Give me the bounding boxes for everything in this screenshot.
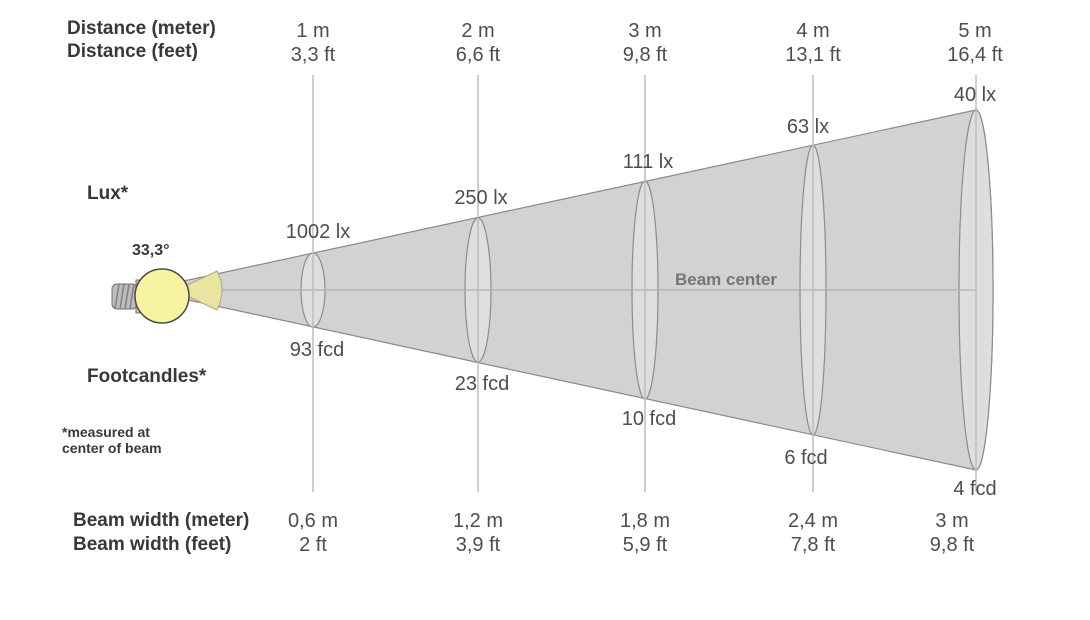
distance-meter-label: Distance (meter) [67,18,216,39]
distance-m-value: 1 m [296,20,330,42]
distance-ft-value: 9,8 ft [622,44,668,66]
lux-value-2m: 250 lx [454,187,508,209]
fcd-value-3m: 10 fcd [621,408,677,430]
footnote-line2: center of beam [62,440,162,456]
lux-value-1m: 1002 lx [285,221,351,243]
fcd-value-1m: 93 fcd [289,339,345,361]
distance-ft-value: 13,1 ft [785,44,841,66]
measurement-footnote: *measured at center of beam [62,424,162,456]
beam-width-cell-4m: 2,4 m 7,8 ft [788,509,838,557]
screw-thread [114,283,120,310]
screw-thread [129,283,135,310]
distance-m-value: 2 m [461,20,495,42]
beam-width-m-value: 2,4 m [787,510,839,532]
light-bulb-icon [111,268,190,324]
beam-width-header: Beam width (meter) Beam width (feet) [73,509,249,557]
distance-header: Distance (meter) Distance (feet) [67,17,216,63]
distance-m-value: 5 m [958,20,992,42]
beam-width-cell-1m: 0,6 m 2 ft [288,509,338,557]
beam-width-cell-3m: 1,8 m 5,9 ft [620,509,670,557]
lux-value-4m: 63 lx [786,116,830,138]
beam-width-m-value: 0,6 m [287,510,339,532]
beam-wedge [182,270,223,311]
beam-width-m-value: 3 m [935,510,969,532]
distance-ft-value: 16,4 ft [947,44,1003,66]
beam-width-m-value: 1,8 m [619,510,671,532]
lux-value-5m: 40 lx [953,84,997,106]
footcandles-axis-label: Footcandles* [87,366,207,387]
beam-width-ft-value: 2 ft [299,534,327,556]
distance-cell-2m: 2 m 6,6 ft [456,19,500,67]
distance-feet-label: Distance (feet) [67,41,198,62]
screw-thread [119,283,125,310]
beam-width-m-value: 1,2 m [452,510,504,532]
distance-cell-3m: 3 m 9,8 ft [623,19,667,67]
footnote-line1: *measured at [62,424,150,440]
beam-width-feet-label: Beam width (feet) [73,534,232,555]
distance-m-value: 3 m [628,20,662,42]
fcd-value-2m: 23 fcd [454,373,510,395]
beam-center-label: Beam center [674,270,778,289]
beam-width-cell-2m: 1,2 m 3,9 ft [453,509,503,557]
fcd-value-5m: 4 fcd [953,478,997,500]
distance-m-value: 4 m [796,20,830,42]
fcd-value-4m: 6 fcd [784,447,828,469]
screw-thread [124,283,130,310]
distance-cell-1m: 1 m 3,3 ft [291,19,335,67]
beam-width-ft-value: 5,9 ft [622,534,668,556]
lux-value-3m: 111 lx [622,151,674,173]
beam-width-ft-value: 7,8 ft [790,534,836,556]
beam-width-ft-value: 9,8 ft [929,534,975,556]
distance-cell-5m: 5 m 16,4 ft [947,19,1003,67]
distance-cell-4m: 4 m 13,1 ft [785,19,841,67]
beam-width-meter-label: Beam width (meter) [73,510,250,531]
beam-width-ft-value: 3,9 ft [455,534,501,556]
beam-angle-label: 33,3° [132,242,170,259]
bulb-glass [134,268,190,324]
beam-width-cell-5m: 3 m 9,8 ft [930,509,974,557]
lux-axis-label: Lux* [87,183,129,204]
distance-ft-value: 3,3 ft [290,44,336,66]
distance-ft-value: 6,6 ft [455,44,501,66]
